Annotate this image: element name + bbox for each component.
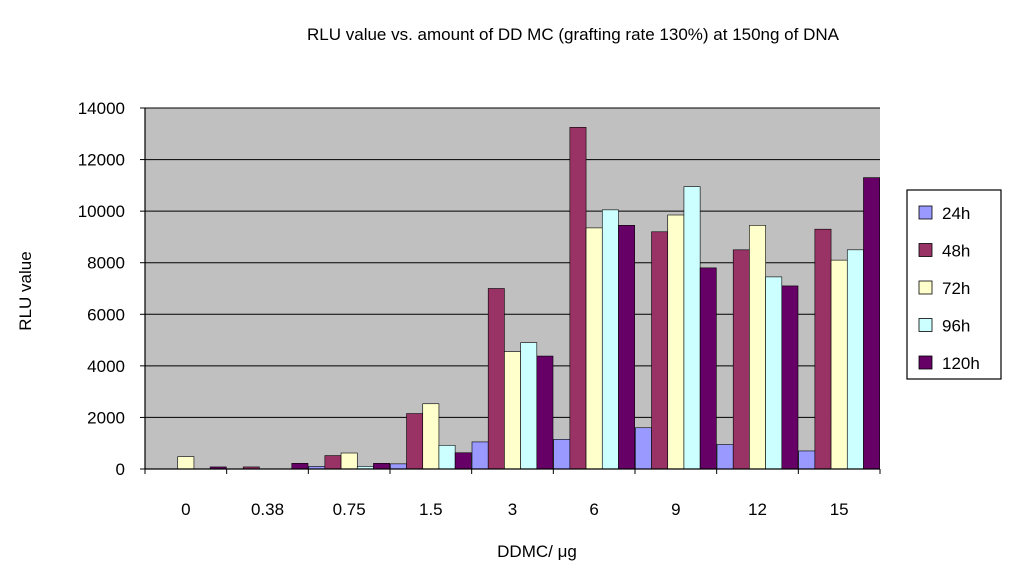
bar-72h-1.5 bbox=[422, 403, 440, 470]
legend-swatch-24h bbox=[918, 205, 933, 220]
bar-24h-9 bbox=[635, 427, 652, 470]
bar-72h-12 bbox=[749, 225, 766, 470]
y-tick-label: 10000 bbox=[78, 202, 125, 221]
bar-96h-6 bbox=[601, 209, 619, 470]
y-tick-label: 2000 bbox=[87, 408, 125, 427]
bar-72h-6 bbox=[585, 227, 603, 470]
x-tick-label: 0 bbox=[181, 500, 190, 519]
bar-24h-1.5 bbox=[390, 463, 407, 470]
bar-120h-1.5 bbox=[454, 452, 472, 470]
legend-label-72h: 72h bbox=[942, 279, 970, 298]
x-axis: 0 0.38 0.75 1.5 3 6 9 12 15 bbox=[144, 468, 881, 519]
y-tick-label: 14000 bbox=[78, 99, 125, 118]
bar-96h-9 bbox=[683, 186, 701, 470]
bar-24h-15 bbox=[798, 450, 816, 470]
bar-96h-3 bbox=[520, 342, 538, 470]
y-axis-label: RLU value bbox=[16, 251, 35, 330]
y-tick-label: 4000 bbox=[87, 357, 125, 376]
plot-area bbox=[145, 107, 880, 470]
legend-label-48h: 48h bbox=[942, 242, 970, 261]
bar-24h-3 bbox=[471, 441, 489, 470]
bar-96h-15 bbox=[846, 249, 864, 470]
y-tick-label: 8000 bbox=[87, 254, 125, 273]
bar-48h-9 bbox=[651, 231, 669, 470]
chart-title: RLU value vs. amount of DD MC (grafting … bbox=[307, 25, 840, 44]
y-tick-label: 0 bbox=[116, 460, 125, 479]
legend-swatch-120h bbox=[918, 355, 933, 370]
bar-120h-0.75 bbox=[373, 463, 390, 470]
bar-48h-1.5 bbox=[406, 413, 424, 470]
x-tick-label: 1.5 bbox=[419, 500, 443, 519]
legend: 24h 48h 72h 96h 120h bbox=[906, 189, 1002, 380]
bar-72h-9 bbox=[667, 214, 685, 470]
bar-72h-0.75 bbox=[340, 452, 358, 470]
legend-swatch-96h bbox=[918, 318, 933, 332]
x-tick-label: 15 bbox=[830, 500, 849, 519]
x-tick-label: 0.75 bbox=[333, 500, 366, 519]
x-tick-label: 3 bbox=[508, 500, 517, 519]
legend-label-24h: 24h bbox=[942, 204, 970, 223]
bar-48h-12 bbox=[732, 249, 750, 470]
bar-24h-12 bbox=[716, 444, 734, 470]
legend-label-120h: 120h bbox=[942, 354, 980, 373]
bar-72h-15 bbox=[830, 259, 848, 470]
bar-120h-12 bbox=[781, 285, 799, 470]
x-tick-label: 6 bbox=[589, 500, 598, 519]
bar-120h-6 bbox=[618, 225, 635, 470]
y-axis: 0 2000 4000 6000 8000 10000 12000 14000 bbox=[78, 99, 146, 479]
bar-72h-3 bbox=[504, 351, 521, 470]
bar-24h-6 bbox=[553, 439, 571, 470]
legend-swatch-48h bbox=[918, 243, 933, 257]
x-axis-label: DDMC/ μg bbox=[497, 542, 577, 561]
bar-48h-0.75 bbox=[324, 455, 342, 470]
x-tick-label: 0.38 bbox=[251, 500, 284, 519]
x-tick-label: 9 bbox=[671, 500, 680, 519]
legend-swatch-72h bbox=[918, 280, 933, 295]
bar-72h-0 bbox=[177, 456, 195, 470]
bar-48h-15 bbox=[814, 228, 832, 470]
bar-48h-6 bbox=[569, 127, 587, 470]
bar-120h-0.38 bbox=[291, 463, 309, 470]
bar-120h-3 bbox=[536, 355, 554, 470]
bar-120h-15 bbox=[863, 177, 880, 470]
legend-label-96h: 96h bbox=[942, 317, 970, 336]
y-tick-label: 6000 bbox=[87, 305, 125, 324]
bar-96h-12 bbox=[765, 276, 783, 470]
bar-96h-1.5 bbox=[438, 444, 456, 470]
y-tick-label: 12000 bbox=[78, 151, 125, 170]
bar-48h-3 bbox=[487, 288, 505, 470]
x-tick-label: 12 bbox=[748, 500, 767, 519]
bar-120h-9 bbox=[699, 267, 717, 470]
